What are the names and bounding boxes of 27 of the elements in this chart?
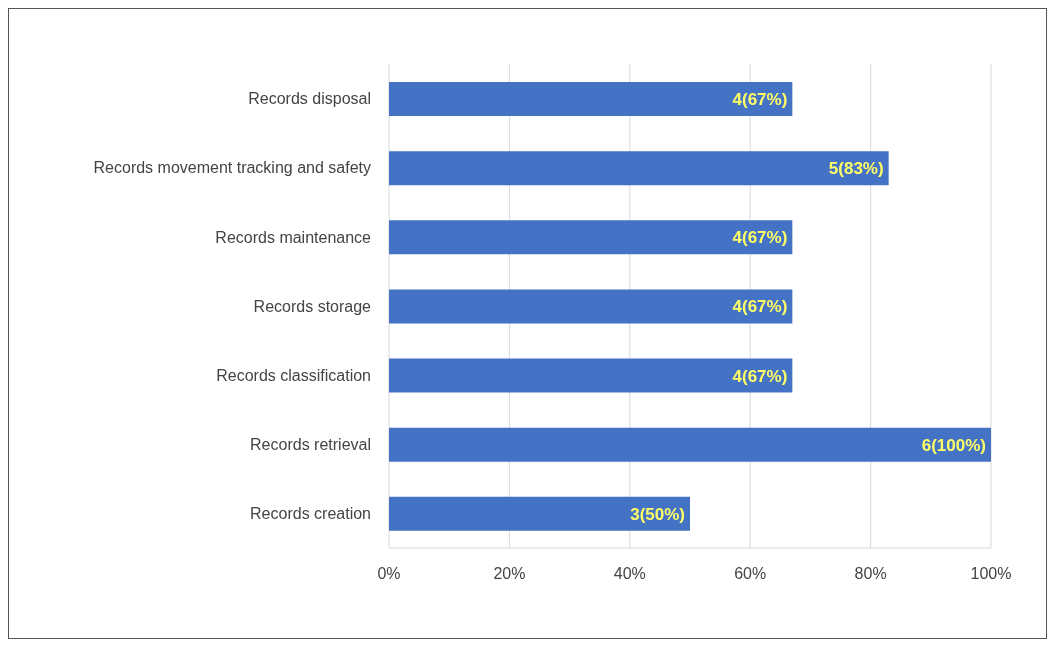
bar (389, 82, 793, 116)
x-tick-label: 60% (734, 565, 767, 583)
y-tick-label: Records creation (250, 505, 371, 523)
y-tick-label: Records classification (216, 366, 371, 384)
bar (389, 358, 793, 393)
x-tick-label: 40% (613, 565, 646, 583)
x-tick-label: 0% (377, 565, 401, 583)
x-tick-label: 100% (970, 565, 1012, 583)
x-tick-label: 20% (493, 565, 526, 583)
bar (389, 151, 889, 186)
y-tick-label: Records retrieval (250, 435, 371, 453)
bar (389, 427, 991, 462)
y-tick-label: Records maintenance (215, 228, 372, 246)
data-label: 6(100%) (921, 435, 986, 455)
data-label: 5(83%) (828, 159, 884, 179)
bar (389, 496, 690, 531)
data-label: 3(50%) (630, 504, 685, 524)
data-label: 4(67%) (732, 90, 788, 110)
y-tick-label: Records disposal (248, 90, 371, 108)
data-label: 4(67%) (732, 228, 788, 248)
x-tick-label: 80% (854, 565, 887, 583)
data-label: 4(67%) (732, 366, 788, 386)
data-label: 4(67%) (732, 297, 788, 317)
bar (389, 220, 793, 255)
y-tick-label: Records storage (253, 297, 372, 315)
bar (389, 289, 793, 324)
y-tick-label: Records movement tracking and safety (93, 159, 371, 177)
